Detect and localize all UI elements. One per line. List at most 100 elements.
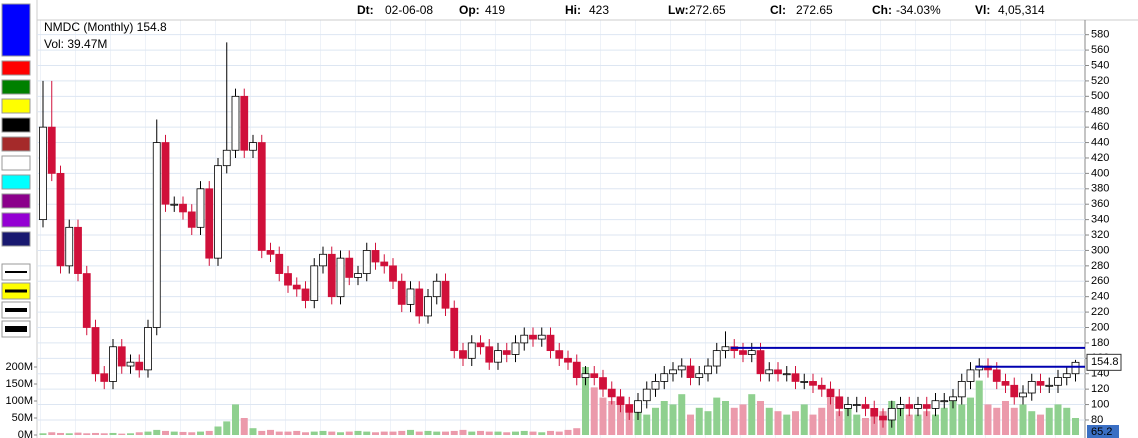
color-swatch[interactable] (1, 155, 31, 171)
y-tick-label: 200 (1091, 321, 1109, 333)
candle-body (607, 388, 616, 398)
volume-bar (407, 429, 414, 435)
candle-body (371, 250, 380, 263)
volume-bar (520, 430, 528, 435)
volume-title: Vol: 39.47M (44, 37, 107, 51)
y-tick-label: 400 (1091, 167, 1109, 179)
candle-body (642, 388, 651, 402)
volume-bar (844, 404, 852, 435)
volume-bar (179, 431, 187, 435)
volume-bar (188, 432, 196, 435)
candle-body (695, 373, 704, 378)
volume-bar (827, 397, 834, 435)
candle-body (362, 250, 371, 274)
volume-bar (975, 380, 983, 435)
color-swatch[interactable] (1, 212, 31, 228)
header-key: Hi: (565, 3, 581, 17)
candle-body (1054, 377, 1062, 386)
candle-body (739, 350, 747, 355)
volume-bar (205, 430, 213, 435)
volume-bar (380, 431, 388, 435)
candle-body (809, 381, 817, 386)
volume-label: 65.2 (1091, 426, 1112, 438)
volume-bar (678, 394, 686, 435)
volume-bar (284, 431, 292, 435)
y-tick-label: 220 (1091, 306, 1109, 318)
volume-bar (765, 407, 773, 435)
candle-body (537, 334, 546, 340)
header-value: -34.03% (896, 3, 941, 17)
candle-body (47, 126, 56, 174)
volume-bar (337, 432, 344, 435)
candle-body (1062, 373, 1071, 378)
y-tick-label: 500 (1091, 90, 1109, 102)
candle-body (651, 381, 660, 390)
volume-bar (48, 432, 56, 435)
volume-bar (302, 432, 309, 435)
volume-bar (687, 414, 694, 435)
volume-bar (153, 429, 161, 435)
volume-bar (503, 432, 511, 435)
volume-bar (83, 433, 91, 435)
volume-bar (144, 431, 152, 435)
volume-bar (170, 431, 178, 435)
header-key: Cl: (770, 3, 786, 17)
candle-body (415, 288, 424, 317)
volume-bar (1063, 407, 1071, 435)
candle-body (546, 334, 555, 352)
volume-bar (372, 432, 379, 435)
header-key: Vl: (975, 3, 990, 17)
candle-body (957, 381, 966, 398)
candle-body (187, 211, 196, 228)
volume-bar (92, 432, 99, 435)
color-swatch[interactable] (1, 174, 31, 190)
candle-body (887, 408, 896, 421)
volume-bar (494, 431, 502, 435)
volume-bar (862, 417, 869, 435)
volume-tick-label: 150M (5, 378, 33, 390)
y-tick-label: 520 (1091, 75, 1109, 87)
candle-body (852, 404, 861, 406)
candle-body (844, 404, 852, 409)
color-swatch[interactable] (1, 231, 31, 247)
color-swatch[interactable] (1, 98, 31, 114)
volume-bar (1045, 407, 1053, 435)
volume-bar (74, 432, 82, 435)
candle-body (74, 226, 82, 274)
candle-body (380, 261, 389, 267)
legend-title: NMDC (Monthly) 154.8 (44, 20, 167, 34)
color-swatch[interactable] (1, 79, 31, 95)
color-swatch[interactable] (1, 117, 31, 133)
color-swatch[interactable] (1, 136, 31, 152)
candle-body (284, 273, 292, 286)
candle-body (502, 350, 511, 355)
candle-body (459, 350, 467, 359)
volume-bar (730, 407, 738, 435)
candle-body (336, 257, 345, 298)
candle-body (1019, 392, 1027, 398)
volume-bar (485, 431, 493, 435)
volume-bar (100, 433, 108, 435)
color-swatch[interactable] (1, 3, 31, 57)
candle-body (205, 188, 214, 259)
candle-body (424, 296, 432, 317)
color-swatch[interactable] (1, 60, 31, 76)
y-tick-label: 300 (1091, 244, 1109, 256)
price-label: 154.8 (1091, 356, 1119, 368)
candle-body (931, 400, 940, 409)
volume-bar (555, 431, 563, 435)
volume-bar (809, 414, 817, 435)
candle-body (1036, 381, 1045, 386)
candle-body (756, 350, 765, 375)
y-tick-label: 100 (1091, 398, 1109, 410)
y-tick-label: 540 (1091, 59, 1109, 71)
volume-bar (582, 366, 589, 435)
volume-bar (398, 430, 406, 435)
volume-bar (223, 421, 231, 435)
volume-bar (450, 430, 458, 435)
color-swatch[interactable] (1, 193, 31, 209)
candle-body (406, 288, 415, 305)
volume-bar (643, 414, 651, 435)
y-tick-label: 260 (1091, 275, 1109, 287)
candle-body (109, 346, 117, 382)
